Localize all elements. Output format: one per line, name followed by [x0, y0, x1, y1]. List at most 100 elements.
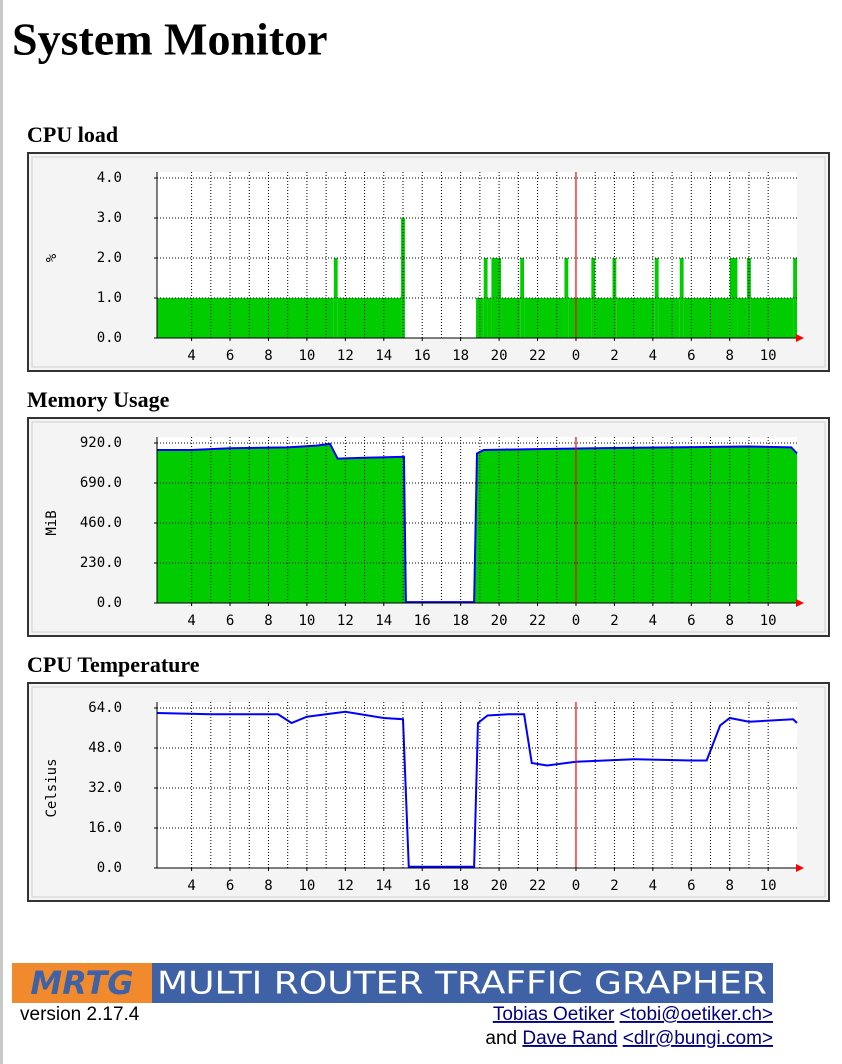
- x-tick-label: 22: [529, 613, 546, 629]
- x-tick-label: 12: [337, 878, 354, 894]
- area-column: [654, 258, 659, 338]
- author-email[interactable]: <tobi@oetiker.ch>: [620, 1004, 773, 1025]
- data-layer: [157, 218, 797, 338]
- chart-frame-inner: [31, 421, 826, 633]
- x-axis-arrow: [796, 864, 804, 872]
- x-tick-label: 4: [187, 878, 195, 894]
- area-column: [658, 298, 680, 338]
- area-column: [476, 298, 484, 338]
- x-tick-label: 8: [264, 348, 272, 364]
- y-tick-label: 64.0: [88, 700, 122, 716]
- x-tick-label: 22: [529, 348, 546, 364]
- author-name[interactable]: Tobias Oetiker: [493, 1004, 615, 1025]
- y-tick-label: 16.0: [88, 820, 122, 836]
- x-tick-label: 0: [572, 348, 580, 364]
- logo-mark: MRTG: [30, 964, 133, 1002]
- chart-frame-inner: [31, 156, 826, 368]
- x-tick-label: 20: [491, 613, 508, 629]
- area-column: [157, 298, 334, 338]
- y-tick-label: 48.0: [88, 740, 122, 756]
- area-column: [737, 298, 748, 338]
- x-tick-label: 10: [298, 613, 315, 629]
- line: [156, 710, 798, 868]
- author-line: Tobias Oetiker <tobi@oetiker.ch>: [493, 1004, 773, 1025]
- x-tick-label: 4: [649, 348, 657, 364]
- data-layer: [156, 710, 798, 868]
- x-tick-label: 2: [610, 878, 618, 894]
- logo-mark-box: [12, 963, 152, 1003]
- x-tick-label: 8: [726, 878, 734, 894]
- x-tick-label: 10: [760, 878, 777, 894]
- y-tick-label: 4.0: [97, 170, 122, 186]
- x-tick-label: 4: [649, 878, 657, 894]
- x-tick-label: 6: [226, 348, 234, 364]
- area-column: [564, 258, 569, 338]
- chart: CPU Temperature Celsius 0.0 16.0 32.0 48.0 64.…: [27, 652, 830, 902]
- area-column: [679, 258, 684, 338]
- x-tick-label: 6: [226, 613, 234, 629]
- logo-text: MULTI ROUTER TRAFFIC GRAPHER: [157, 966, 767, 1002]
- chart-frame-inner: [31, 686, 826, 898]
- x-tick-label: 8: [264, 613, 272, 629]
- area-column: [683, 298, 730, 338]
- y-tick-label: 0.0: [97, 595, 122, 611]
- area-column: [793, 258, 797, 338]
- area-column: [487, 298, 492, 338]
- x-tick-label: 6: [687, 878, 695, 894]
- y-tick-label: 2.0: [97, 250, 122, 266]
- x-tick-label: 10: [760, 613, 777, 629]
- x-tick-label: 18: [452, 348, 469, 364]
- chart-title: CPU load: [27, 122, 118, 147]
- author-email[interactable]: <dlr@bungi.com>: [623, 1028, 773, 1049]
- footer: MRTG MULTI ROUTER TRAFFIC GRAPHER versio…: [12, 963, 773, 1049]
- x-tick-label: 12: [337, 348, 354, 364]
- author-line: and Dave Rand <dlr@bungi.com>: [485, 1028, 773, 1049]
- page-title: System Monitor: [12, 14, 328, 65]
- x-tick-label: 8: [264, 878, 272, 894]
- chart: CPU load%0.01.02.03.04.04 6 8 10 12 14 16 18 20 2…: [27, 122, 830, 372]
- author-name[interactable]: Dave Rand: [522, 1028, 617, 1049]
- x-tick-label: 10: [298, 878, 315, 894]
- x-tick-label: 18: [452, 613, 469, 629]
- chart: Memory Usage MiB 0.0 230.0 460.0 690.0 920.0 4 6…: [27, 387, 830, 637]
- y-tick-label: 0.0: [97, 330, 122, 346]
- x-tick-label: 12: [337, 613, 354, 629]
- area-column: [337, 298, 402, 338]
- x-tick-label: 4: [187, 348, 195, 364]
- page-edge: [0, 0, 3, 1064]
- x-tick-label: 0: [572, 878, 580, 894]
- x-tick-label: 10: [298, 348, 315, 364]
- y-tick-label: 920.0: [80, 435, 122, 451]
- y-tick-label: 1.0: [97, 290, 122, 306]
- x-tick-label: 14: [375, 613, 392, 629]
- area-column: [483, 258, 488, 338]
- line: [157, 442, 798, 604]
- x-tick-label: 16: [414, 613, 431, 629]
- area-column: [750, 298, 794, 338]
- x-tick-label: 16: [414, 348, 431, 364]
- x-tick-label: 4: [187, 613, 195, 629]
- x-tick-label: 8: [726, 348, 734, 364]
- x-tick-label: 6: [226, 878, 234, 894]
- area-column: [333, 258, 338, 338]
- x-tick-label: 18: [452, 878, 469, 894]
- y-tick-label: 0.0: [97, 860, 122, 876]
- x-axis-arrow: [796, 599, 804, 607]
- chart-title: CPU Temperature: [27, 652, 200, 677]
- y-tick-label: 32.0: [88, 780, 122, 796]
- x-tick-label: 8: [726, 613, 734, 629]
- area-column: [591, 258, 596, 338]
- x-tick-label: 6: [687, 613, 695, 629]
- x-tick-label: 4: [649, 613, 657, 629]
- y-tick-label: 230.0: [80, 555, 122, 571]
- x-axis-arrow: [796, 334, 804, 342]
- y-axis-label: MiB: [44, 510, 60, 535]
- area-column: [595, 298, 613, 338]
- y-tick-label: 3.0: [97, 210, 122, 226]
- x-tick-label: 16: [414, 878, 431, 894]
- x-tick-label: 10: [760, 348, 777, 364]
- area-column: [616, 298, 655, 338]
- y-axis-label: %: [44, 253, 60, 262]
- area-column: [501, 298, 521, 338]
